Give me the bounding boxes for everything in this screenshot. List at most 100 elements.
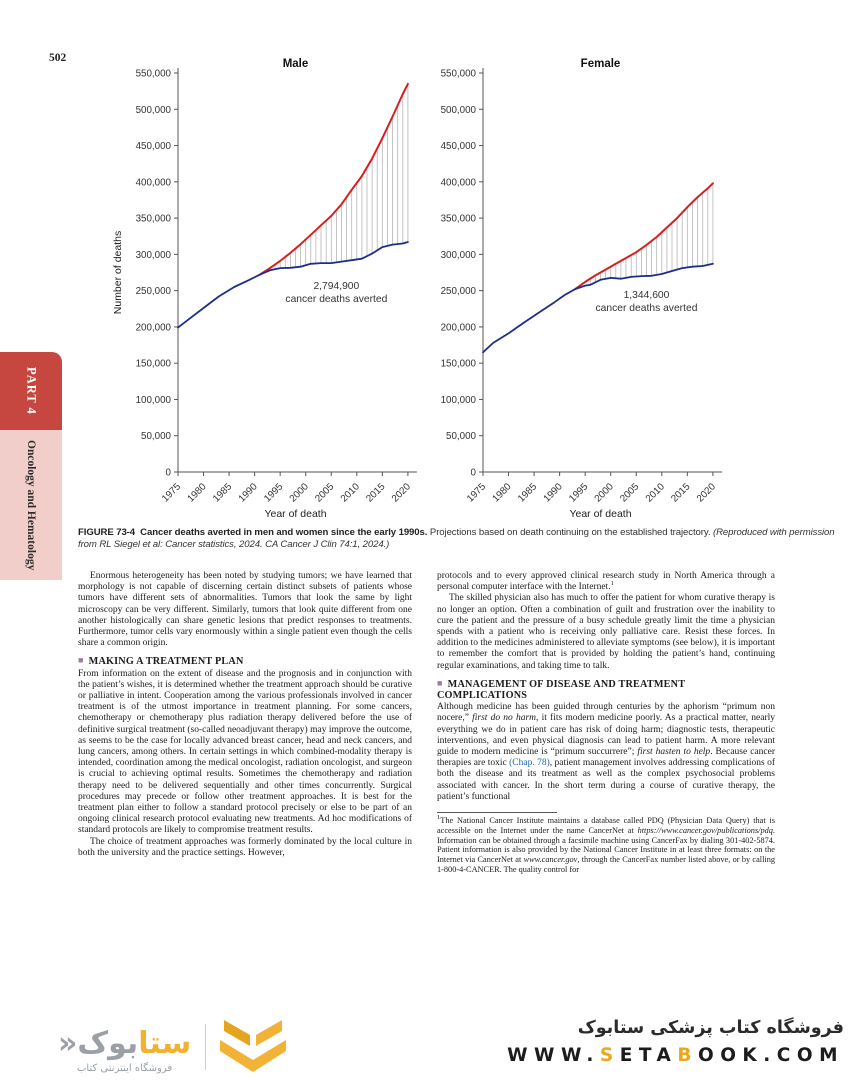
- url-part: OOK.COM: [697, 1045, 844, 1066]
- svg-text:2010: 2010: [339, 481, 363, 505]
- svg-text:300,000: 300,000: [441, 250, 477, 261]
- svg-text:100,000: 100,000: [441, 395, 477, 406]
- chevrons-left-icon: «: [58, 1026, 78, 1061]
- svg-text:1980: 1980: [185, 481, 209, 505]
- svg-text:1995: 1995: [567, 481, 591, 505]
- footnote-rule: [437, 812, 557, 814]
- svg-text:350,000: 350,000: [441, 214, 477, 225]
- footnote-url: www.cancer.gov: [523, 855, 578, 865]
- svg-text:1990: 1990: [237, 481, 261, 505]
- italic-phrase: first hasten to help: [637, 747, 711, 758]
- url-gold-s: S: [599, 1045, 620, 1066]
- svg-text:1,344,600: 1,344,600: [624, 290, 670, 301]
- male-deaths-chart: Male 0 50,000 100,000 150,000 200,000 250,000 3…: [110, 55, 420, 525]
- svg-text:250,000: 250,000: [136, 286, 172, 297]
- paragraph: From information on the extent of diseas…: [78, 668, 412, 836]
- svg-text:500,000: 500,000: [441, 105, 477, 116]
- footnote-reference: 1: [610, 580, 614, 588]
- footnote: 1The National Cancer Institute maintains…: [437, 812, 775, 875]
- footnote-text: . Information can be obtained through a …: [437, 825, 775, 865]
- section-heading-label: MANAGEMENT OF DISEASE AND TREATMENT COMP…: [437, 678, 686, 702]
- svg-text:1975: 1975: [465, 481, 489, 505]
- svg-text:250,000: 250,000: [441, 286, 477, 297]
- svg-text:2005: 2005: [618, 481, 642, 505]
- svg-text:400,000: 400,000: [136, 177, 172, 188]
- shop-title: فروشگاه کتاب پزشکی ستابوک: [577, 1018, 844, 1038]
- svg-text:1990: 1990: [542, 481, 566, 505]
- footnote-text: The National Cancer Institute maintains …: [437, 816, 775, 835]
- figure-caption-label: FIGURE 73-4: [78, 527, 136, 538]
- sidebar-part-tab: PART 4: [0, 352, 62, 430]
- text-column-left: Enormous heterogeneity has been noted by…: [78, 571, 412, 991]
- setabook-logo: ستابوک« فروشگاه اینترنتی کتاب: [58, 1020, 287, 1075]
- svg-text:Year of death: Year of death: [264, 508, 326, 520]
- svg-text:1985: 1985: [516, 481, 540, 505]
- svg-text:550,000: 550,000: [441, 69, 477, 80]
- svg-text:0: 0: [471, 468, 477, 479]
- svg-text:200,000: 200,000: [136, 322, 172, 333]
- footer-right: فروشگاه کتاب پزشکی ستابوک WWW.SETABOOK.C…: [507, 1018, 844, 1066]
- paragraph: Although medicine has been guided throug…: [437, 702, 775, 803]
- chapter-cross-reference-link[interactable]: (Chap. 78): [509, 758, 550, 769]
- footer-banner: ستابوک« فروشگاه اینترنتی کتاب فروشگاه کت…: [0, 1000, 856, 1080]
- figure-caption-bold: Cancer deaths averted in men and women s…: [140, 527, 428, 538]
- logo-divider: [205, 1024, 207, 1070]
- svg-text:550,000: 550,000: [136, 69, 172, 80]
- wordmark-gray-part: بوک: [77, 1026, 139, 1061]
- svg-text:Number of deaths: Number of deaths: [112, 231, 124, 314]
- svg-text:450,000: 450,000: [136, 141, 172, 152]
- url-part: ETA: [619, 1045, 678, 1066]
- svg-text:450,000: 450,000: [441, 141, 477, 152]
- svg-text:1985: 1985: [211, 481, 235, 505]
- footnote-text: , through the CancerFax number listed ab…: [437, 855, 775, 875]
- url-part: WWW.: [507, 1045, 600, 1066]
- svg-text:2015: 2015: [669, 481, 693, 505]
- paragraph-text: Although medicine has been guided throug…: [437, 702, 775, 724]
- paragraph: The choice of treatment approaches was f…: [78, 836, 412, 858]
- svg-text:350,000: 350,000: [136, 214, 172, 225]
- svg-text:cancer deaths averted: cancer deaths averted: [285, 294, 387, 305]
- svg-text:2005: 2005: [313, 481, 337, 505]
- svg-text:300,000: 300,000: [136, 250, 172, 261]
- logo-tagline: فروشگاه اینترنتی کتاب: [77, 1063, 173, 1074]
- svg-text:1995: 1995: [262, 481, 286, 505]
- paragraph: The skilled physician also has much to o…: [437, 593, 775, 671]
- setabook-wordmark-text: ستابوک«: [58, 1027, 191, 1061]
- setabook-wordmark: ستابوک« فروشگاه اینترنتی کتاب: [58, 1027, 191, 1075]
- svg-text:Female: Female: [581, 58, 621, 70]
- sidebar-part-label: PART 4: [24, 367, 39, 415]
- footnote-url: https://www.cancer.gov/publications/pdq: [637, 825, 773, 835]
- svg-text:2,794,900: 2,794,900: [313, 281, 359, 292]
- svg-text:2000: 2000: [288, 481, 312, 505]
- svg-text:400,000: 400,000: [441, 177, 477, 188]
- svg-text:Year of death: Year of death: [569, 508, 631, 520]
- svg-text:2010: 2010: [644, 481, 668, 505]
- svg-text:150,000: 150,000: [441, 359, 477, 370]
- sidebar-section-label: Oncology and Hematology: [25, 439, 37, 571]
- url-gold-b: B: [677, 1045, 698, 1066]
- text-column-right: protocols and to every approved clinical…: [437, 571, 775, 991]
- section-heading-management-of-disease: ■ MANAGEMENT OF DISEASE AND TREATMENT COM…: [437, 677, 775, 702]
- page-number: 502: [49, 52, 67, 64]
- figure-caption-source: (Reproduced with permission from RL Sieg…: [78, 527, 835, 550]
- section-heading-making-a-treatment-plan: ■ MAKING A TREATMENT PLAN: [78, 655, 412, 667]
- svg-text:2000: 2000: [593, 481, 617, 505]
- paragraph-text: . Because cancer therapies are toxic: [437, 747, 775, 769]
- sidebar-section-tab: Oncology and Hematology: [0, 430, 62, 580]
- italic-phrase: first do no harm: [472, 713, 537, 724]
- svg-text:200,000: 200,000: [441, 322, 477, 333]
- svg-text:1980: 1980: [490, 481, 514, 505]
- site-url: WWW.SETABOOK.COM: [507, 1045, 844, 1066]
- paragraph: Enormous heterogeneity has been noted by…: [78, 571, 412, 649]
- paragraph-text: , patient management involves addressing…: [437, 758, 775, 802]
- book-chevron-icon: [220, 1020, 287, 1072]
- paragraph: protocols and to every approved clinical…: [437, 571, 775, 593]
- figure-caption-text: Projections based on death continuing on…: [429, 527, 711, 538]
- svg-text:150,000: 150,000: [136, 359, 172, 370]
- svg-text:500,000: 500,000: [136, 105, 172, 116]
- section-bullet-icon: ■: [437, 677, 443, 688]
- svg-text:50,000: 50,000: [141, 431, 172, 442]
- svg-text:0: 0: [166, 468, 172, 479]
- svg-text:2015: 2015: [364, 481, 388, 505]
